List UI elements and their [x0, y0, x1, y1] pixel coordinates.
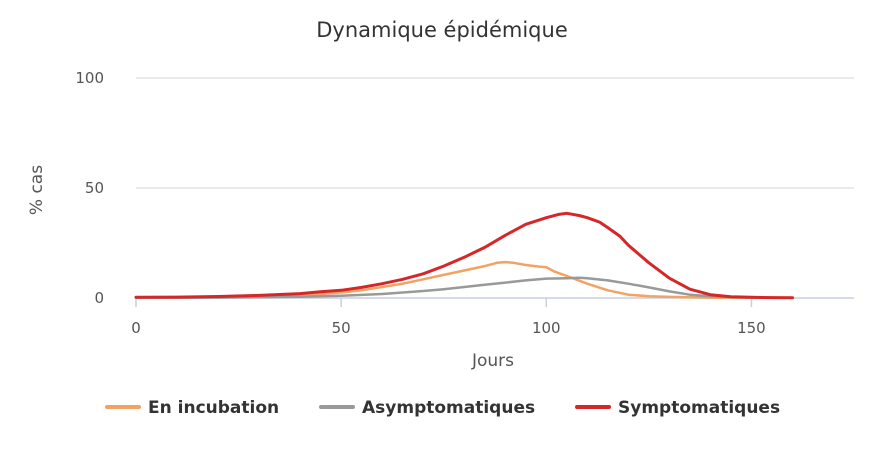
y-tick-label-50: 50 — [85, 179, 104, 197]
series-line-en-incubation — [134, 260, 794, 300]
y-tick-label-0: 0 — [94, 289, 104, 307]
x-tick-label-150: 150 — [737, 319, 766, 337]
y-axis-ticks: 0 50 100 — [75, 69, 104, 307]
legend-label-asymptomatiques: Asymptomatiques — [362, 398, 535, 418]
gridlines — [136, 77, 854, 189]
series-line-asymptomatiques — [134, 276, 794, 300]
x-axis-title: Jours — [471, 351, 514, 371]
series-lines — [134, 211, 794, 300]
x-tick-label-0: 0 — [131, 319, 141, 337]
x-axis-ticks: 0 50 100 150 — [131, 298, 766, 337]
series-line-symptomatiques — [134, 211, 794, 300]
legend-label-symptomatiques: Symptomatiques — [618, 398, 780, 418]
legend: En incubation Asymptomatiques Symptomatiqu… — [105, 398, 780, 418]
x-tick-label-100: 100 — [532, 319, 561, 337]
y-tick-label-100: 100 — [75, 69, 104, 87]
y-axis-title: % cas — [27, 165, 47, 215]
chart-title: Dynamique épidémique — [316, 18, 568, 42]
legend-label-en-incubation: En incubation — [148, 398, 279, 418]
x-tick-label-50: 50 — [332, 319, 351, 337]
